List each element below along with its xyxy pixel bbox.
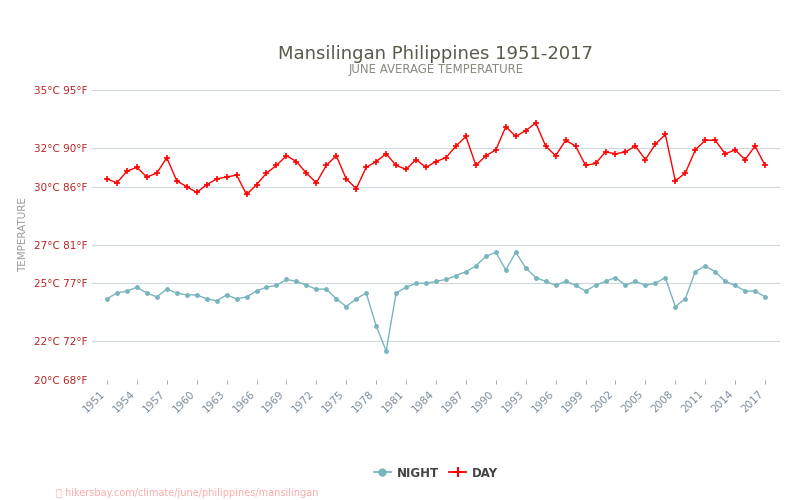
Text: JUNE AVERAGE TEMPERATURE: JUNE AVERAGE TEMPERATURE (349, 62, 523, 76)
Title: Mansilingan Philippines 1951-2017: Mansilingan Philippines 1951-2017 (278, 46, 594, 64)
Y-axis label: TEMPERATURE: TEMPERATURE (18, 198, 28, 272)
Text: 📍 hikersbay.com/climate/june/philippines/mansilingan: 📍 hikersbay.com/climate/june/philippines… (56, 488, 318, 498)
Legend: NIGHT, DAY: NIGHT, DAY (369, 462, 503, 484)
